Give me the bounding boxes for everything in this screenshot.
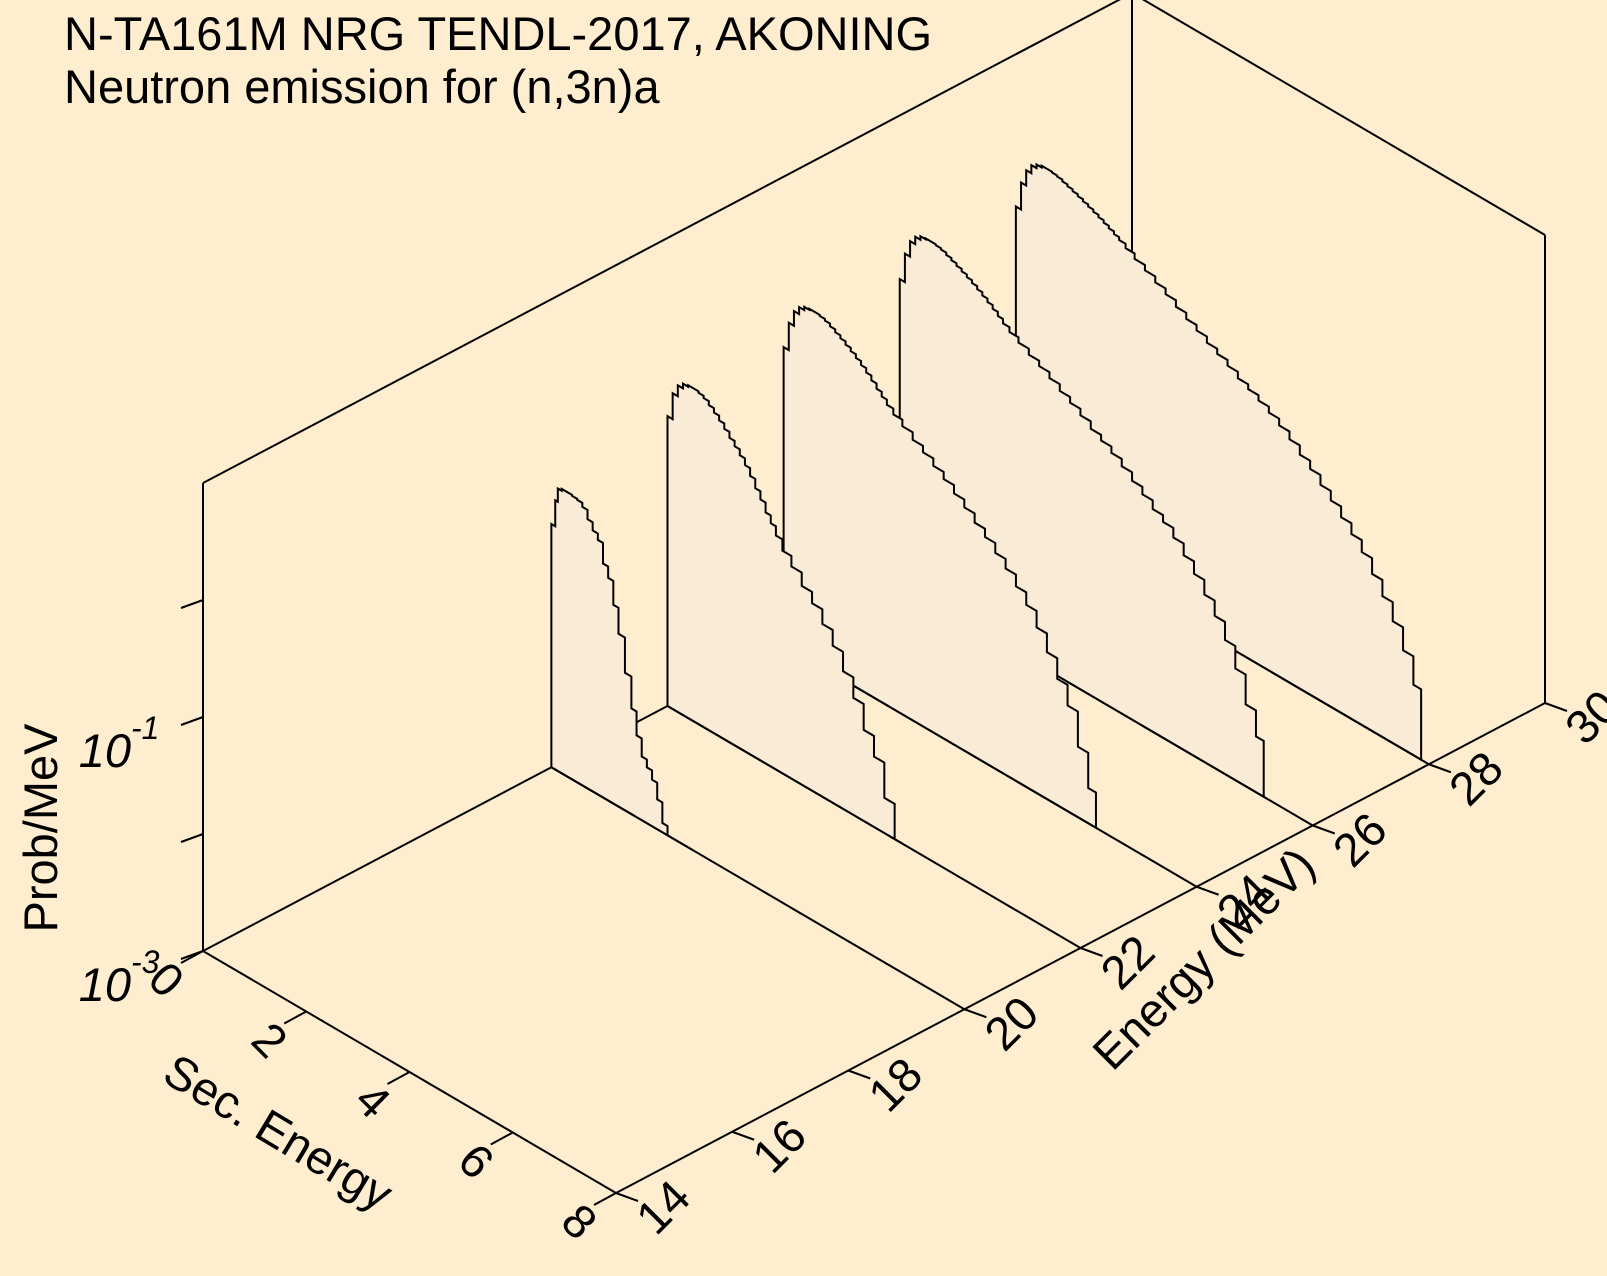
- y-tick: [731, 1130, 755, 1141]
- y-tick: [1312, 824, 1336, 835]
- y-tick: [847, 1069, 871, 1080]
- y-tick-label: 18: [858, 1047, 932, 1121]
- z-tick: [180, 950, 204, 960]
- chart-title: N-TA161M NRG TENDL-2017, AKONING: [64, 7, 933, 60]
- series-22mev: [666, 381, 1082, 949]
- y-tick-label: 14: [626, 1170, 700, 1244]
- y-tick: [615, 1192, 639, 1202]
- series-20mev: [550, 486, 965, 1011]
- spectrum-24mev: [782, 305, 1097, 830]
- series-layer: [550, 162, 1430, 1011]
- spectrum-22mev: [666, 381, 903, 845]
- x-tick: [593, 1192, 617, 1206]
- y-tick-label: 28: [1438, 741, 1512, 815]
- spectrum-28mev: [1014, 162, 1423, 762]
- y-tick: [964, 1008, 987, 1019]
- x-tick: [387, 1071, 410, 1085]
- y-tick-label: 20: [974, 986, 1048, 1060]
- spectrum-26mev: [898, 234, 1265, 799]
- z-tick: [180, 599, 204, 609]
- spectrum-20mev: [550, 486, 694, 852]
- y-tick: [1544, 702, 1568, 712]
- z-tick-exponent: -3: [131, 944, 160, 980]
- baseline-22mev: [666, 705, 1082, 949]
- y-tick-label: 26: [1322, 802, 1396, 876]
- z-tick-base: 10: [79, 724, 131, 777]
- z-tick-label: 10 -1: [79, 710, 160, 777]
- z-axis-label: Prob/MeV: [14, 723, 67, 933]
- chart-subtitle: Neutron emission for (n,3n)a: [64, 60, 660, 113]
- z-tick: [180, 716, 204, 726]
- x-tick: [283, 1010, 307, 1025]
- y-tick-label: 30: [1555, 680, 1607, 754]
- z-tick-exponent: -1: [131, 710, 159, 746]
- z-tick-base: 10: [79, 958, 131, 1011]
- y-tick: [1196, 885, 1219, 896]
- y-tick-label: 16: [742, 1108, 816, 1182]
- baseline-20mev: [550, 766, 965, 1011]
- y-tick: [1428, 763, 1452, 774]
- y-tick: [1080, 947, 1103, 957]
- x-tick: [490, 1131, 514, 1146]
- frame-edge: [1141, 0, 1546, 236]
- z-tick: [180, 833, 204, 843]
- x-axis-label: Sec. Energy: [155, 1043, 402, 1221]
- frame-edge: [202, 0, 1121, 484]
- z-tick-label: 10 -3: [79, 944, 160, 1011]
